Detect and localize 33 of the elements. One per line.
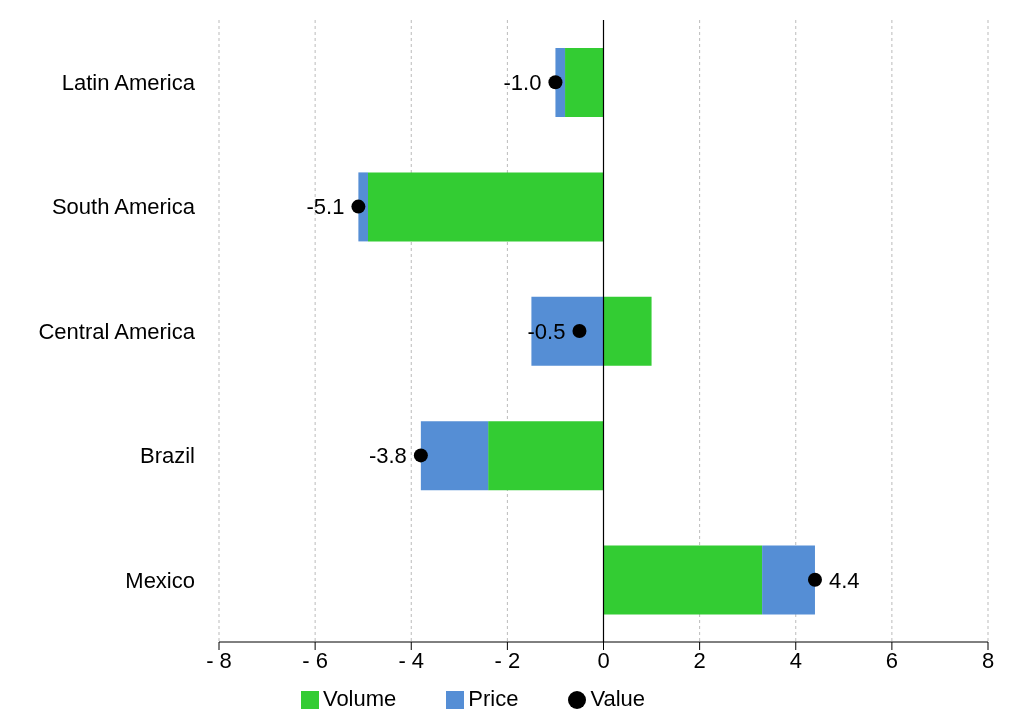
bar — [488, 421, 604, 491]
y-tick-label: South America — [51, 194, 196, 220]
x-tick-label: 8 — [981, 647, 995, 673]
point — [413, 448, 428, 463]
legend-label: Volume — [322, 686, 397, 711]
legend-label: Price — [468, 686, 519, 711]
point — [548, 75, 563, 90]
bar — [420, 421, 489, 491]
point — [572, 324, 587, 338]
x-tick-label: - 8 — [206, 647, 232, 673]
point — [351, 199, 366, 214]
data-label: 4.4 — [828, 567, 860, 593]
bar — [762, 545, 815, 615]
bar — [367, 172, 604, 242]
data-label: -1.0 — [503, 69, 542, 95]
y-tick-label: Central America — [38, 318, 196, 344]
x-tick-label: 4 — [789, 647, 802, 673]
x-tick-label: - 4 — [398, 647, 425, 673]
bar — [565, 48, 604, 117]
bar — [603, 296, 652, 366]
y-tick-label: Brazil — [139, 443, 195, 469]
bar — [603, 545, 763, 615]
y-tick-label: Mexico — [125, 567, 195, 593]
y-tick-label: Latin America — [61, 70, 196, 96]
x-tick-label: 6 — [885, 647, 898, 673]
x-tick-label: - 6 — [302, 647, 328, 673]
x-tick-label: - 2 — [494, 647, 521, 673]
data-label: -5.1 — [306, 194, 345, 220]
point — [807, 572, 822, 587]
x-tick-label: 2 — [693, 647, 706, 673]
data-label: -3.8 — [368, 443, 407, 469]
legend-label: Value — [590, 686, 646, 711]
x-tick-label: 0 — [597, 647, 610, 673]
